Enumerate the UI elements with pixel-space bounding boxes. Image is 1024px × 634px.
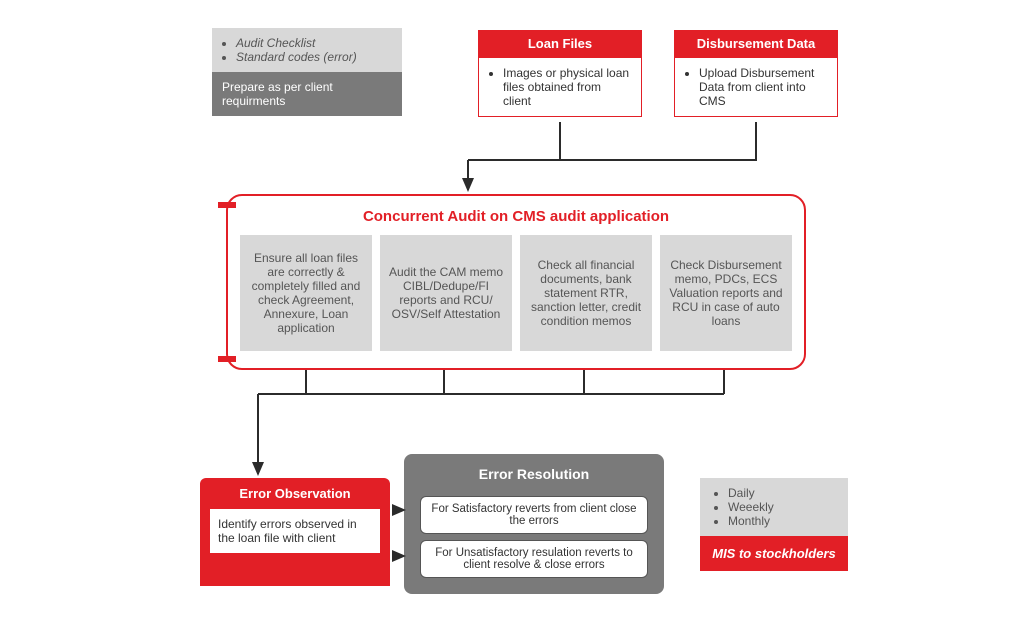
error-resolution-item: For Satisfactory reverts from client clo…	[420, 496, 648, 534]
audit-prep-item: Standard codes (error)	[236, 50, 392, 64]
loan-files-title: Loan Files	[478, 30, 642, 57]
mis-box: Daily Weeekly Monthly MIS to stockholder…	[700, 478, 848, 571]
audit-prep-box: Audit Checklist Standard codes (error) P…	[212, 28, 402, 116]
mis-item: Weeekly	[728, 500, 834, 514]
concurrent-cell: Audit the CAM memo CIBL/Dedupe/FI report…	[380, 235, 512, 351]
audit-prep-item: Audit Checklist	[236, 36, 392, 50]
loan-files-body: Images or physical loan files obtained f…	[478, 57, 642, 117]
mis-footer: MIS to stockholders	[700, 536, 848, 571]
concurrent-cell: Check all financial documents, bank stat…	[520, 235, 652, 351]
error-observation-body: Identify errors observed in the loan fil…	[210, 509, 380, 553]
loan-files-item: Images or physical loan files obtained f…	[503, 66, 631, 108]
mis-item: Daily	[728, 486, 834, 500]
error-resolution-title: Error Resolution	[404, 454, 664, 490]
concurrent-cells-row: Ensure all loan files are correctly & co…	[228, 235, 804, 363]
audit-prep-list: Audit Checklist Standard codes (error)	[212, 28, 402, 72]
loan-files-box: Loan Files Images or physical loan files…	[478, 30, 642, 117]
disbursement-box: Disbursement Data Upload Disbursement Da…	[674, 30, 838, 117]
accent-tab	[218, 356, 236, 362]
concurrent-audit-box: Concurrent Audit on CMS audit applicatio…	[226, 194, 806, 370]
error-observation-title: Error Observation	[200, 478, 390, 509]
audit-prep-footer: Prepare as per client requirments	[212, 72, 402, 116]
disbursement-title: Disbursement Data	[674, 30, 838, 57]
error-observation-box: Error Observation Identify errors observ…	[200, 478, 390, 586]
error-resolution-item: For Unsatisfactory resulation reverts to…	[420, 540, 648, 578]
mis-item: Monthly	[728, 514, 834, 528]
disbursement-item: Upload Disbursement Data from client int…	[699, 66, 827, 108]
mis-list: Daily Weeekly Monthly	[700, 478, 848, 536]
concurrent-cell: Ensure all loan files are correctly & co…	[240, 235, 372, 351]
error-resolution-box: Error Resolution For Satisfactory revert…	[404, 454, 664, 594]
disbursement-body: Upload Disbursement Data from client int…	[674, 57, 838, 117]
accent-tab	[218, 202, 236, 208]
concurrent-audit-title: Concurrent Audit on CMS audit applicatio…	[228, 196, 804, 235]
concurrent-cell: Check Disbursement memo, PDCs, ECS Valua…	[660, 235, 792, 351]
